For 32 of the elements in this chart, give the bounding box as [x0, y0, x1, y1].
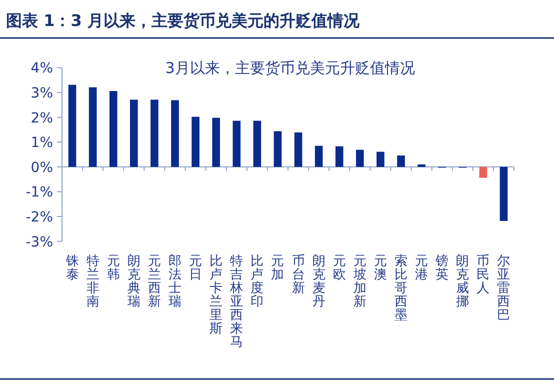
x-tick-label: 挪威克朗: [456, 253, 470, 310]
x-tick-label: 泰铢: [64, 254, 79, 282]
y-tick-label: -1%: [26, 184, 53, 201]
x-tick-label: 新台币: [292, 254, 305, 296]
y-tick-label: 3%: [30, 86, 53, 102]
x-tick-label: 韩元: [106, 254, 120, 282]
x-tick-label: 港元: [415, 254, 428, 282]
x-tick-label: 日元: [189, 254, 202, 282]
y-tick-label: -3%: [26, 234, 53, 250]
x-tick-label: 英镑: [434, 254, 449, 282]
y-tick-label: 1%: [30, 135, 53, 152]
x-tick-label: 墨西哥比索: [394, 254, 408, 323]
x-tick-label: 马来西亚林吉特: [229, 254, 244, 350]
x-tick-label: 印度卢比: [250, 254, 264, 310]
chart-subtitle: 3月以来，主要货币兑美元升贬值情况: [165, 59, 415, 77]
y-tick-label: 4%: [30, 60, 53, 77]
x-tick-label: 南非兰特: [86, 254, 100, 310]
y-tick-label: -2%: [26, 210, 53, 226]
x-tick-label: 新西兰元: [148, 254, 161, 310]
x-tick-label: 瑞士法郎: [168, 253, 182, 310]
chart-title: 图表 1：3 月以来，主要货币兑美元的升贬值情况: [6, 11, 360, 30]
x-tick-label: 人民币: [476, 254, 490, 296]
x-tick-label: 瑞典克朗: [127, 253, 140, 310]
x-tick-label: 加元: [271, 254, 284, 282]
x-tick-label: 新加坡元: [352, 254, 366, 310]
y-tick-label: 0%: [30, 160, 53, 176]
x-tick-label: 澳元: [374, 254, 387, 282]
x-tick-label: 巴西雷亚尔: [497, 254, 510, 323]
x-tick-label: 欧元: [332, 254, 346, 282]
x-tick-label: 斯里兰卡卢比: [210, 254, 223, 336]
y-tick-label: 2%: [30, 110, 53, 126]
x-tick-label: 丹麦克朗: [312, 253, 326, 310]
